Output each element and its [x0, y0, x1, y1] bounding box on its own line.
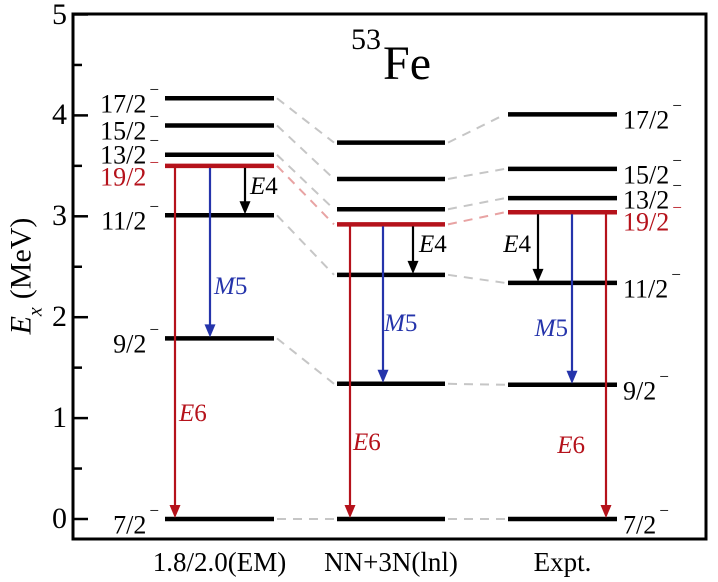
arrowhead-M5	[204, 324, 216, 338]
connector-13-2	[447, 197, 506, 211]
transition-arrows	[169, 167, 612, 518]
connector-15-2	[447, 167, 506, 180]
connector-15-2	[276, 124, 335, 180]
arrowhead-M5	[377, 369, 389, 383]
energy-levels	[165, 95, 617, 522]
arrowhead-E4	[407, 260, 419, 274]
arrowhead-E4	[532, 268, 544, 282]
axis-frame	[71, 12, 708, 541]
connector-17-2	[276, 97, 335, 144]
y-axis-symbol: E	[4, 316, 38, 335]
axis-ticks	[74, 13, 88, 521]
arrowhead-M5	[566, 370, 578, 384]
connector-11-2	[276, 214, 335, 276]
connector-9-2	[276, 337, 335, 385]
level-connectors	[276, 97, 506, 520]
y-axis-label: Ex (MeV)	[4, 217, 47, 335]
figure-title: 53Fe	[351, 23, 431, 90]
connector-13-2	[276, 154, 335, 210]
arrowhead-E6	[600, 505, 612, 518]
element-symbol: Fe	[383, 37, 431, 90]
mass-number: 53	[351, 23, 381, 56]
y-axis-units: (MeV)	[4, 217, 38, 300]
y-axis-symbol-sub: x	[24, 307, 47, 317]
arrowhead-E4	[239, 201, 251, 215]
arrowhead-E6	[344, 505, 356, 518]
connector-11-2	[447, 273, 506, 284]
connector-19half	[276, 165, 335, 226]
arrowhead-E6	[169, 505, 181, 518]
plot-frame	[71, 12, 708, 541]
connector-9-2	[447, 382, 506, 386]
connector-17-2	[447, 113, 506, 144]
connector-19half	[447, 211, 506, 226]
